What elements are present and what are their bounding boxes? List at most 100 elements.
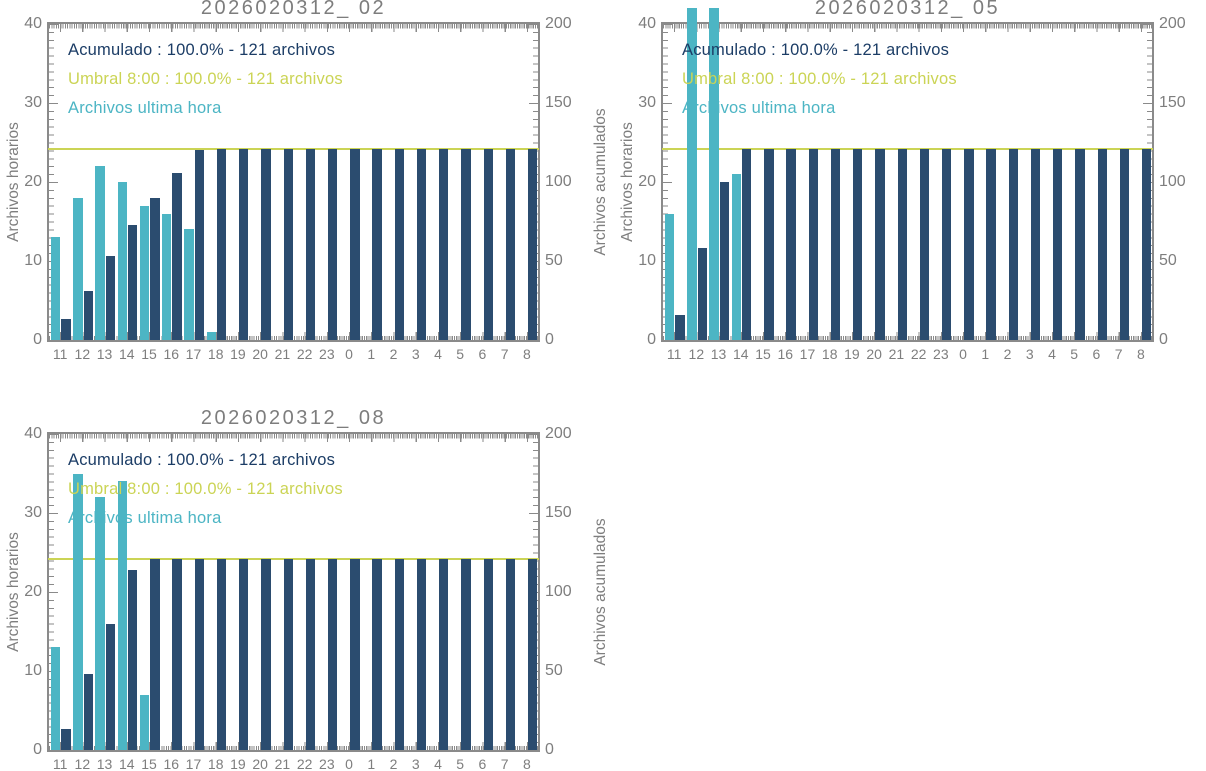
x-axis-tick-label: 0: [345, 756, 353, 771]
x-axis-tick-label: 13: [96, 346, 113, 362]
last-hour-bar: [731, 174, 741, 340]
accumulated-bar: [1119, 148, 1130, 340]
last-hour-bar: [665, 213, 675, 340]
x-axis-tick-label: 18: [207, 346, 224, 362]
accumulated-bar: [1008, 148, 1018, 340]
accumulated-bar: [505, 558, 516, 750]
y-axis-tick-label-right: 150: [1159, 94, 1186, 111]
y-axis-tick-label-left: 10: [638, 252, 656, 269]
chart-panel-05: 2026020312_ 05 Acumulado : 100.0% - 121 …: [614, 0, 1206, 386]
last-hour-bar: [51, 647, 61, 750]
y-axis-tick-label-left: 0: [33, 741, 42, 758]
accumulated-bar: [172, 558, 182, 750]
last-hour-bar: [139, 694, 150, 750]
x-axis-tick-label: 8: [522, 756, 531, 771]
x-axis-tick-label: 7: [500, 756, 509, 771]
x-axis-tick-label: 3: [411, 756, 420, 771]
accumulated-bar: [83, 291, 93, 340]
x-axis-tick-label: 2: [389, 756, 398, 771]
last-hour-bar: [95, 497, 105, 750]
y-axis-tick-label-right: 200: [545, 425, 572, 442]
y-axis-tick-label-left: 30: [24, 504, 42, 521]
accumulated-bar: [127, 569, 138, 750]
x-axis-tick-label: 23: [319, 346, 335, 362]
accumulated-bar: [808, 148, 818, 340]
accumulated-bar: [1097, 148, 1107, 340]
x-axis-tick-label: 20: [866, 346, 882, 362]
x-axis-tick-label: 16: [777, 346, 794, 362]
accumulated-bar: [105, 256, 116, 340]
y-axis-tick-label-right: 0: [545, 331, 554, 348]
x-axis-tick-label: 8: [522, 346, 531, 362]
x-axis-tick-label: 11: [52, 756, 68, 771]
x-axis-tick-label: 21: [888, 346, 905, 362]
x-axis-tick-label: 20: [252, 346, 268, 362]
x-axis-tick-label: 3: [1025, 346, 1034, 362]
accumulated-bar: [261, 558, 271, 750]
x-axis-tick-label: 16: [163, 346, 180, 362]
chart-title: 2026020312_ 08: [200, 407, 387, 429]
accumulated-bar: [919, 148, 930, 340]
x-axis-tick-label: 7: [500, 346, 509, 362]
x-axis-tick-label: 11: [52, 346, 68, 362]
x-axis-tick-label: 5: [1070, 346, 1079, 362]
accumulated-bar: [150, 558, 160, 750]
y-axis-tick-label-left: 30: [638, 94, 656, 111]
y-axis-tick-label-left: 40: [24, 15, 42, 32]
accumulated-bar: [350, 148, 360, 340]
accumulated-bar: [528, 558, 538, 750]
y-axis-tick-label-left: 10: [24, 252, 42, 269]
x-axis-tick-label: 5: [456, 346, 465, 362]
y-axis-tick-label-right: 100: [545, 173, 572, 190]
x-axis-tick-label: 4: [434, 756, 442, 771]
x-axis-tick-label: 2: [389, 346, 398, 362]
accumulated-bar: [1053, 148, 1063, 340]
accumulated-bar: [105, 623, 116, 750]
y-axis-tick-label-right: 100: [545, 583, 572, 600]
accumulated-bar: [764, 148, 774, 340]
accumulated-bar: [172, 172, 182, 340]
plot-area: [661, 8, 1154, 342]
accumulated-bar: [964, 148, 974, 340]
y-axis-left-title: Archivos horarios: [5, 532, 22, 652]
y-axis-left-title: Archivos horarios: [5, 122, 22, 242]
accumulated-bar: [150, 197, 160, 340]
last-hour-bar: [687, 8, 697, 340]
y-axis-tick-label-right: 200: [1159, 15, 1186, 32]
x-axis-tick-label: 17: [185, 756, 202, 771]
accumulated-bar: [416, 558, 427, 750]
y-axis-tick-label-left: 0: [647, 331, 656, 348]
plot-area: [47, 432, 540, 752]
accumulated-bar: [461, 148, 471, 340]
last-hour-bar: [162, 213, 172, 340]
accumulated-bar: [786, 148, 796, 340]
x-axis-labels: 11 12 13 14 15 16 17 18 19 20 21 22 23 0 1 2 3 4 5 6 7 8: [0, 346, 612, 364]
x-axis-tick-label: 8: [1136, 346, 1145, 362]
y-axis-right-title: Archivos acumulados: [592, 518, 609, 666]
accumulated-bar: [394, 558, 404, 750]
y-axis-right-title: Archivos acumulados: [592, 108, 609, 256]
x-axis-labels: 11 12 13 14 15 16 17 18 19 20 21 22 23 0 1 2 3 4 5 6 7 8: [614, 346, 1206, 364]
x-axis-tick-label: 15: [755, 346, 771, 362]
last-hour-bar: [709, 8, 719, 340]
chart-panel-02: 2026020312_ 02 Acumulado : 100.0% - 121 …: [0, 0, 612, 386]
x-axis-tick-label: 12: [74, 756, 91, 771]
accumulated-bar: [372, 148, 382, 340]
accumulated-bar: [528, 148, 538, 340]
x-axis-tick-label: 1: [367, 346, 376, 362]
accumulated-bar: [483, 558, 493, 750]
x-axis-tick-label: 23: [933, 346, 949, 362]
y-axis-tick-label-right: 50: [545, 662, 563, 679]
x-axis-top-ticks: [49, 434, 538, 442]
accumulated-bar: [461, 558, 471, 750]
accumulated-bar: [505, 148, 516, 340]
y-axis-tick-label-left: 20: [24, 583, 42, 600]
y-axis-tick-label-left: 40: [638, 15, 656, 32]
y-axis-tick-label-left: 40: [24, 425, 42, 442]
chart-title: 2026020312_ 05: [814, 0, 1001, 19]
x-axis-tick-label: 12: [688, 346, 705, 362]
accumulated-bar: [61, 319, 71, 340]
accumulated-bar: [283, 558, 293, 750]
accumulated-bar: [675, 314, 685, 340]
last-hour-bar: [206, 332, 216, 340]
